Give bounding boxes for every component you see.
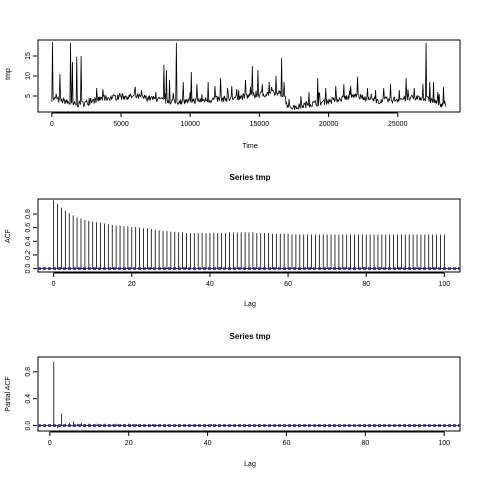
time-series-y-tick-label: 10 — [25, 72, 32, 80]
pacf-x-tick-label: 20 — [125, 440, 133, 447]
pacf-x-tick-label: 40 — [204, 440, 212, 447]
acf-y-tick-label: 0.4 — [25, 236, 32, 246]
pacf-plot-frame — [37, 356, 461, 432]
time-series-line — [51, 41, 447, 111]
time-series-panel: Time tmp 0 5000 10000 15000 20000 25000 5 10 15 — [5, 39, 461, 150]
acf-x-tick-label: 100 — [439, 281, 451, 288]
time-series-x-tick-label: 10000 — [180, 121, 200, 128]
acf-xlabel: Lag — [244, 301, 256, 308]
time-series-plot-frame — [37, 39, 461, 113]
time-series-x-tick-label: 25000 — [388, 121, 408, 128]
time-series-ylabel: tmp — [5, 68, 12, 80]
pacf-y-tick-label: 0.8 — [25, 367, 32, 377]
pacf-panel: Series tmp Lag Partial ACF 0 20 40 60 80 100 0… — [5, 332, 461, 468]
acf-x-tick-label: 40 — [206, 281, 214, 288]
acf-y-tick-label: 0.6 — [25, 223, 32, 233]
acf-y-tick-label: 0.0 — [25, 264, 32, 274]
pacf-x-tick-label: 0 — [48, 440, 52, 447]
time-series-x-tick-label: 20000 — [319, 121, 339, 128]
time-series-y-tick-label: 5 — [25, 94, 32, 98]
acf-title: Series tmp — [230, 173, 271, 182]
pacf-x-tick-label: 100 — [438, 440, 450, 447]
acf-y-tick-label: 0.2 — [25, 250, 32, 260]
acf-plot-frame — [37, 198, 461, 273]
acf-y-tick-label: 0.8 — [25, 209, 32, 219]
pacf-title: Series tmp — [230, 332, 271, 341]
pacf-x-tick-label: 80 — [361, 440, 369, 447]
pacf-y-tick-label: 0.4 — [25, 394, 32, 404]
pacf-x-tick-label: 60 — [283, 440, 291, 447]
time-series-x-tick-label: 15000 — [250, 121, 270, 128]
acf-x-tick-label: 0 — [52, 281, 56, 288]
time-series-x-tick-label: 5000 — [113, 121, 129, 128]
acf-x-tick-label: 20 — [128, 281, 136, 288]
time-series-y-tick-label: 15 — [25, 52, 32, 60]
acf-panel: Series tmp Lag ACF 0 20 40 60 80 100 0.0 0.2 0.4… — [5, 173, 461, 308]
time-series-x-tick-label: 0 — [50, 121, 54, 128]
pacf-xlabel: Lag — [244, 461, 256, 468]
acf-ylabel: ACF — [5, 229, 12, 243]
pacf-y-tick-label: 0.0 — [25, 421, 32, 431]
time-series-xlabel: Time — [242, 143, 257, 150]
acf-x-tick-label: 80 — [362, 281, 370, 288]
pacf-ylabel: Partial ACF — [5, 376, 12, 411]
acf-x-tick-label: 60 — [284, 281, 292, 288]
